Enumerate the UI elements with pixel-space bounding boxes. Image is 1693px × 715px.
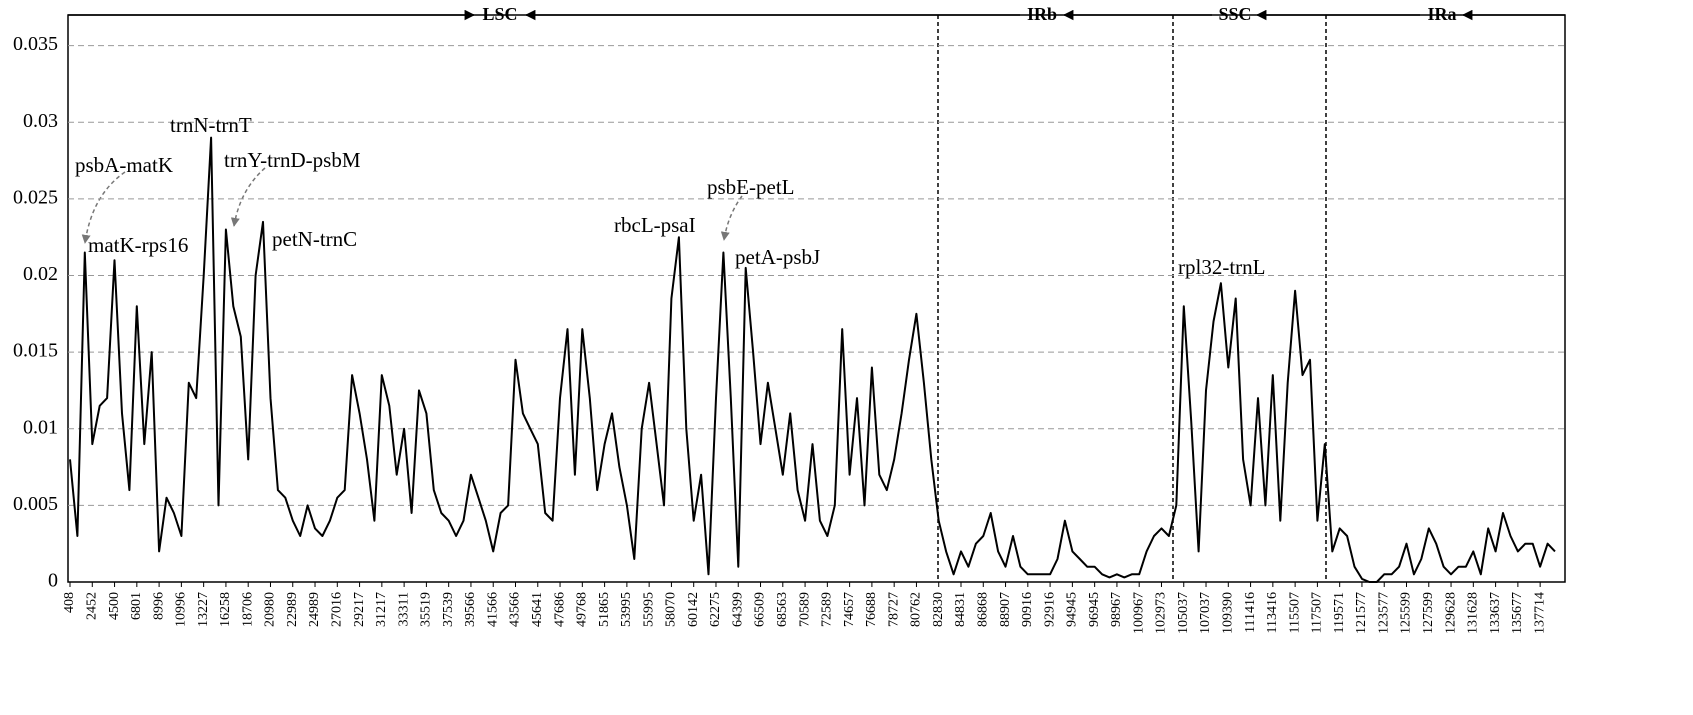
region-label: SSC [1218, 4, 1251, 24]
x-tick-label: 60142 [686, 592, 701, 627]
x-tick-label: 18706 [240, 592, 255, 627]
x-tick-label: 33311 [396, 592, 411, 626]
x-tick-label: 24989 [307, 592, 322, 627]
x-tick-label: 37539 [441, 592, 456, 627]
x-tick-label: 408 [62, 592, 77, 613]
x-tick-label: 58070 [664, 592, 679, 627]
y-tick-label: 0.035 [13, 33, 58, 55]
x-tick-label: 121577 [1354, 592, 1369, 634]
x-tick-label: 16258 [218, 592, 233, 627]
x-tick-label: 80762 [909, 592, 924, 627]
region-label: IRa [1427, 4, 1456, 24]
x-tick-label: 20980 [263, 592, 278, 627]
annotation: rbcL-psaI [614, 213, 696, 237]
y-tick-label: 0.02 [23, 263, 58, 285]
x-tick-label: 86868 [975, 592, 990, 627]
x-tick-label: 53995 [619, 592, 634, 627]
x-tick-label: 117507 [1310, 592, 1325, 633]
region-label: IRb [1027, 4, 1057, 24]
region-borders [937, 15, 1327, 582]
annotation: trnN-trnT [170, 113, 252, 137]
x-tick-label: 102973 [1154, 592, 1169, 634]
x-tick-label: 29217 [352, 592, 367, 627]
x-tick-label: 64399 [730, 592, 745, 627]
x-tick-label: 27016 [330, 592, 345, 627]
x-tick-label: 74657 [842, 592, 857, 627]
y-tick-label: 0.015 [13, 340, 58, 362]
annotation-arrow [230, 167, 266, 227]
x-tick-label: 31217 [374, 592, 389, 627]
x-tick-label: 107037 [1198, 592, 1213, 634]
x-tick-label: 131628 [1466, 592, 1481, 634]
x-tick-label: 92916 [1042, 592, 1057, 627]
data-line [69, 136, 1556, 583]
annotation-arrow [720, 195, 743, 241]
x-tick-label: 72589 [820, 592, 835, 627]
x-tick-label: 45641 [530, 592, 545, 627]
x-tick-label: 4500 [107, 592, 122, 620]
annotation: matK-rps16 [88, 233, 188, 257]
annotation: psbA-matK [75, 153, 173, 177]
plot-frame [67, 14, 1566, 583]
x-tick-label: 94945 [1065, 592, 1080, 627]
x-tick-label: 137714 [1532, 592, 1547, 634]
x-tick-label: 133637 [1488, 592, 1503, 634]
x-tick-label: 88907 [998, 592, 1013, 627]
x-tick-label: 119571 [1332, 592, 1347, 633]
annotation: psbE-petL [707, 175, 794, 199]
x-tick-label: 105037 [1176, 592, 1191, 634]
x-tick-label: 90916 [1020, 592, 1035, 627]
x-tick-label: 8996 [151, 592, 166, 620]
x-tick-label: 62275 [708, 592, 723, 627]
x-tick-label: 51865 [597, 592, 612, 627]
y-tick-label: 0.03 [23, 110, 58, 132]
x-tick-label: 10996 [174, 592, 189, 627]
x-tick-label: 113416 [1265, 592, 1280, 633]
x-tick-label: 135677 [1510, 592, 1525, 634]
x-tick-label: 84831 [953, 592, 968, 627]
x-tick-label: 68563 [775, 592, 790, 627]
x-tick-label: 100967 [1131, 592, 1146, 634]
x-tick-label: 39566 [463, 592, 478, 627]
x-tick-label: 109390 [1221, 592, 1236, 634]
x-tick-label: 47686 [552, 592, 567, 627]
annotation: petA-psbJ [735, 245, 820, 269]
x-tick-label: 115507 [1287, 592, 1302, 633]
x-tick-label: 41566 [485, 592, 500, 627]
annotation: petN-trnC [272, 227, 357, 251]
x-tick-label: 96945 [1087, 592, 1102, 627]
y-tick-label: 0.01 [23, 416, 58, 438]
x-tick-label: 78727 [886, 592, 901, 627]
region-label: LSC [482, 4, 517, 24]
x-tick-label: 111416 [1243, 592, 1258, 633]
x-tick-label: 82830 [931, 592, 946, 627]
x-tick-label: 22989 [285, 592, 300, 627]
x-tick-label: 2452 [84, 592, 99, 620]
x-tick-label: 49768 [575, 592, 590, 627]
x-tick-label: 35519 [419, 592, 434, 627]
x-tick-label: 123577 [1376, 592, 1391, 634]
x-tick-label: 70589 [797, 592, 812, 627]
y-tick-label: 0.025 [13, 186, 58, 208]
x-tick-label: 55995 [641, 592, 656, 627]
x-tick-label: 43566 [508, 592, 523, 627]
annotation: rpl32-trnL [1178, 255, 1265, 279]
x-tick-label: 13227 [196, 592, 211, 627]
x-tick-label: 129628 [1443, 592, 1458, 634]
x-tick-label: 66509 [753, 592, 768, 627]
x-tick-label: 127599 [1421, 592, 1436, 634]
annotation: trnY-trnD-psbM [224, 148, 361, 172]
y-tick-label: 0.005 [13, 493, 58, 515]
x-tick-label: 6801 [129, 592, 144, 620]
x-tick-label: 76688 [864, 592, 879, 627]
y-tick-label: 0 [48, 570, 58, 592]
x-tick-label: 125599 [1399, 592, 1414, 634]
annotation-arrow [81, 171, 126, 244]
x-tick-label: 98967 [1109, 592, 1124, 627]
